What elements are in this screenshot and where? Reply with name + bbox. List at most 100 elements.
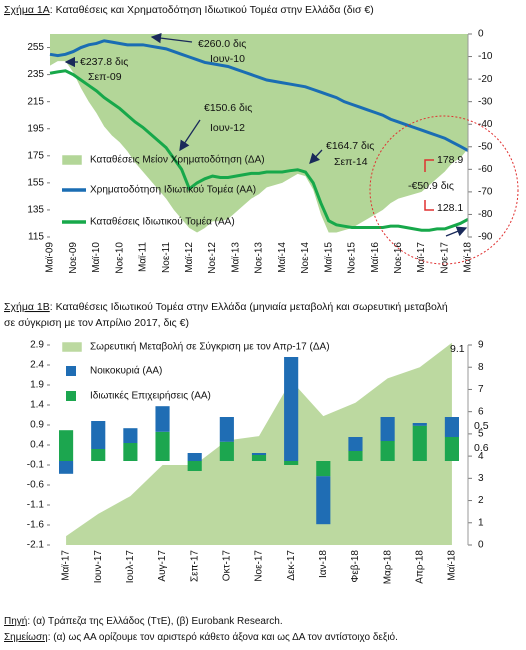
y-tick-label: 2.9: [30, 340, 44, 351]
x-tick-label: Νοε-11: [161, 242, 172, 273]
bar: [155, 406, 170, 432]
annotation: €260.0 δις: [198, 38, 246, 50]
legend-label: Καταθέσεις Μείον Χρηματοδότηση (ΔΑ): [90, 154, 265, 166]
figure-label: Σχήμα 1Β: [4, 301, 50, 313]
x-tick-label: Αυγ-17: [157, 550, 168, 582]
x-tick-label: Μαϊ-09: [45, 242, 56, 273]
y2-tick-label: -50: [478, 141, 493, 152]
x-tick-label: Φεβ-18: [350, 550, 361, 583]
legend-label: Νοικοκυριά (ΑΑ): [90, 365, 162, 377]
area: [66, 342, 452, 545]
y2-tick-label: 0: [478, 29, 484, 40]
y-tick-label: -1.1: [27, 500, 45, 511]
arrow: [309, 149, 323, 164]
bar: [348, 451, 363, 461]
y-tick-label: 2.4: [30, 360, 44, 371]
bar: [123, 443, 138, 461]
y2-tick-label: -40: [478, 119, 493, 130]
bar: [380, 417, 395, 441]
title: : Καταθέσεις και Χρηματοδότηση Ιδιωτικού…: [50, 4, 374, 16]
chart-title: Σχήμα 1Β: Καταθέσεις Ιδιωτικού Τομέα στη…: [4, 301, 448, 313]
data-label: 0.5: [474, 420, 489, 432]
y2-tick-label: -10: [478, 51, 493, 62]
y-tick-label: 115: [28, 232, 44, 243]
y2-tick-label: 0: [478, 540, 484, 551]
x-tick-label: Νοε-17: [254, 550, 265, 582]
x-tick-label: Μαϊ-13: [230, 242, 241, 273]
y-tick-label: -0.6: [27, 480, 45, 491]
x-tick-label: Μαϊ-18: [463, 242, 474, 273]
y2-tick-label: 1: [478, 517, 484, 528]
x-tick-label: Μαϊ-18: [447, 550, 458, 581]
legend-label: Σωρευτική Μεταβολή σε Σύγκριση με τον Απ…: [90, 341, 330, 353]
bar: [91, 421, 106, 449]
bar: [316, 461, 331, 477]
y-tick-label: 215: [27, 96, 44, 107]
y2-tick-label: 5: [478, 429, 484, 440]
y2-tick-label: -80: [478, 209, 493, 220]
y-tick-label: 175: [27, 150, 44, 161]
data-label: 128.1: [437, 202, 463, 214]
x-tick-label: Μαϊ-16: [370, 242, 381, 273]
x-tick-label: Μαρ-18: [382, 550, 393, 585]
bar: [59, 461, 74, 474]
note-text: : (α) ως ΑΑ ορίζουμε τον αριστερό κάθετο…: [48, 631, 398, 643]
bar: [91, 449, 106, 461]
y2-tick-label: 6: [478, 406, 484, 417]
x-tick-label: Νοε-12: [207, 242, 218, 274]
source-label: Πηγή: [4, 615, 27, 627]
annotation: Ιουν-10: [210, 53, 245, 65]
annotation: Σεπ-14: [334, 156, 368, 168]
x-tick-label: Οκτ-17: [221, 550, 232, 582]
y-tick-label: 235: [27, 69, 44, 80]
x-tick-label: Νοε-16: [393, 242, 404, 274]
x-tick-label: Σεπ-17: [189, 550, 200, 582]
y-tick-label: -2.1: [27, 540, 45, 551]
x-tick-label: Νοε-14: [300, 242, 311, 274]
data-label: 178.9: [437, 154, 463, 166]
y2-tick-label: 7: [478, 384, 484, 395]
x-tick-label: Απρ-18: [414, 550, 425, 584]
y-tick-label: 0.4: [30, 440, 44, 451]
source: Πηγή: (α) Τράπεζα της Ελλάδος (ΤτΕ), (β)…: [4, 615, 283, 627]
data-label: 9.1: [450, 343, 465, 355]
x-tick-label: Μαϊ-10: [91, 242, 102, 273]
x-tick-label: Ιουν-17: [93, 550, 104, 584]
bar: [316, 476, 331, 525]
y-tick-label: 135: [27, 205, 44, 216]
legend-swatch: [61, 154, 83, 166]
bar: [187, 453, 202, 461]
y2-tick-label: 8: [478, 362, 484, 373]
bar: [348, 437, 363, 451]
bar: [219, 417, 234, 442]
bar: [284, 357, 299, 461]
x-tick-label: Μαϊ-11: [138, 242, 149, 272]
annotation: €150.6 δις: [204, 102, 252, 114]
chart-subtitle: σε σύγκριση με τον Απρίλιο 2017, δις €): [4, 317, 189, 329]
x-tick-label: Νοε-13: [254, 242, 265, 274]
y2-tick-label: 3: [478, 473, 484, 484]
chart-1b: 2.9 2.4 1.9 1.4 0.9 0.4 -0.1 -0.6 -1.1 -1.6 -2.1 9 8…: [27, 340, 489, 585]
x-tick-label: Δεκ-17: [286, 550, 297, 581]
source-text: : (α) Τράπεζα της Ελλάδος (ΤτΕ), (β) Eur…: [27, 615, 282, 627]
arrow: [445, 226, 468, 237]
y2-tick-label: -70: [478, 187, 493, 198]
note: Σημείωση: (α) ως ΑΑ ορίζουμε τον αριστερ…: [4, 631, 398, 643]
x-tick-label: Νοε-10: [114, 242, 125, 274]
chart-1a: 115 135 155 175 195 215 235 255 0 -10 -20 -30 -40 -50…: [27, 29, 493, 274]
x-tick-label: Μαϊ-12: [184, 242, 195, 273]
x-tick-label: Ιουλ-17: [125, 550, 136, 584]
legend-label: Ιδιωτικές Επιχειρήσεις (ΑΑ): [90, 390, 211, 402]
arrow: [179, 119, 201, 152]
x-tick-label: Μαϊ-17: [61, 550, 72, 581]
annotation: €164.7 δις: [326, 140, 374, 152]
x-tick-label: Μαϊ-15: [323, 242, 334, 273]
y-tick-label: -0.1: [27, 460, 45, 471]
bar: [251, 453, 267, 455]
bar: [219, 441, 234, 461]
y-tick-label: 155: [27, 178, 44, 189]
annotation: -€50.9 δις: [408, 180, 454, 192]
bar: [155, 431, 170, 461]
x-tick-label: Μαϊ-14: [277, 242, 288, 273]
